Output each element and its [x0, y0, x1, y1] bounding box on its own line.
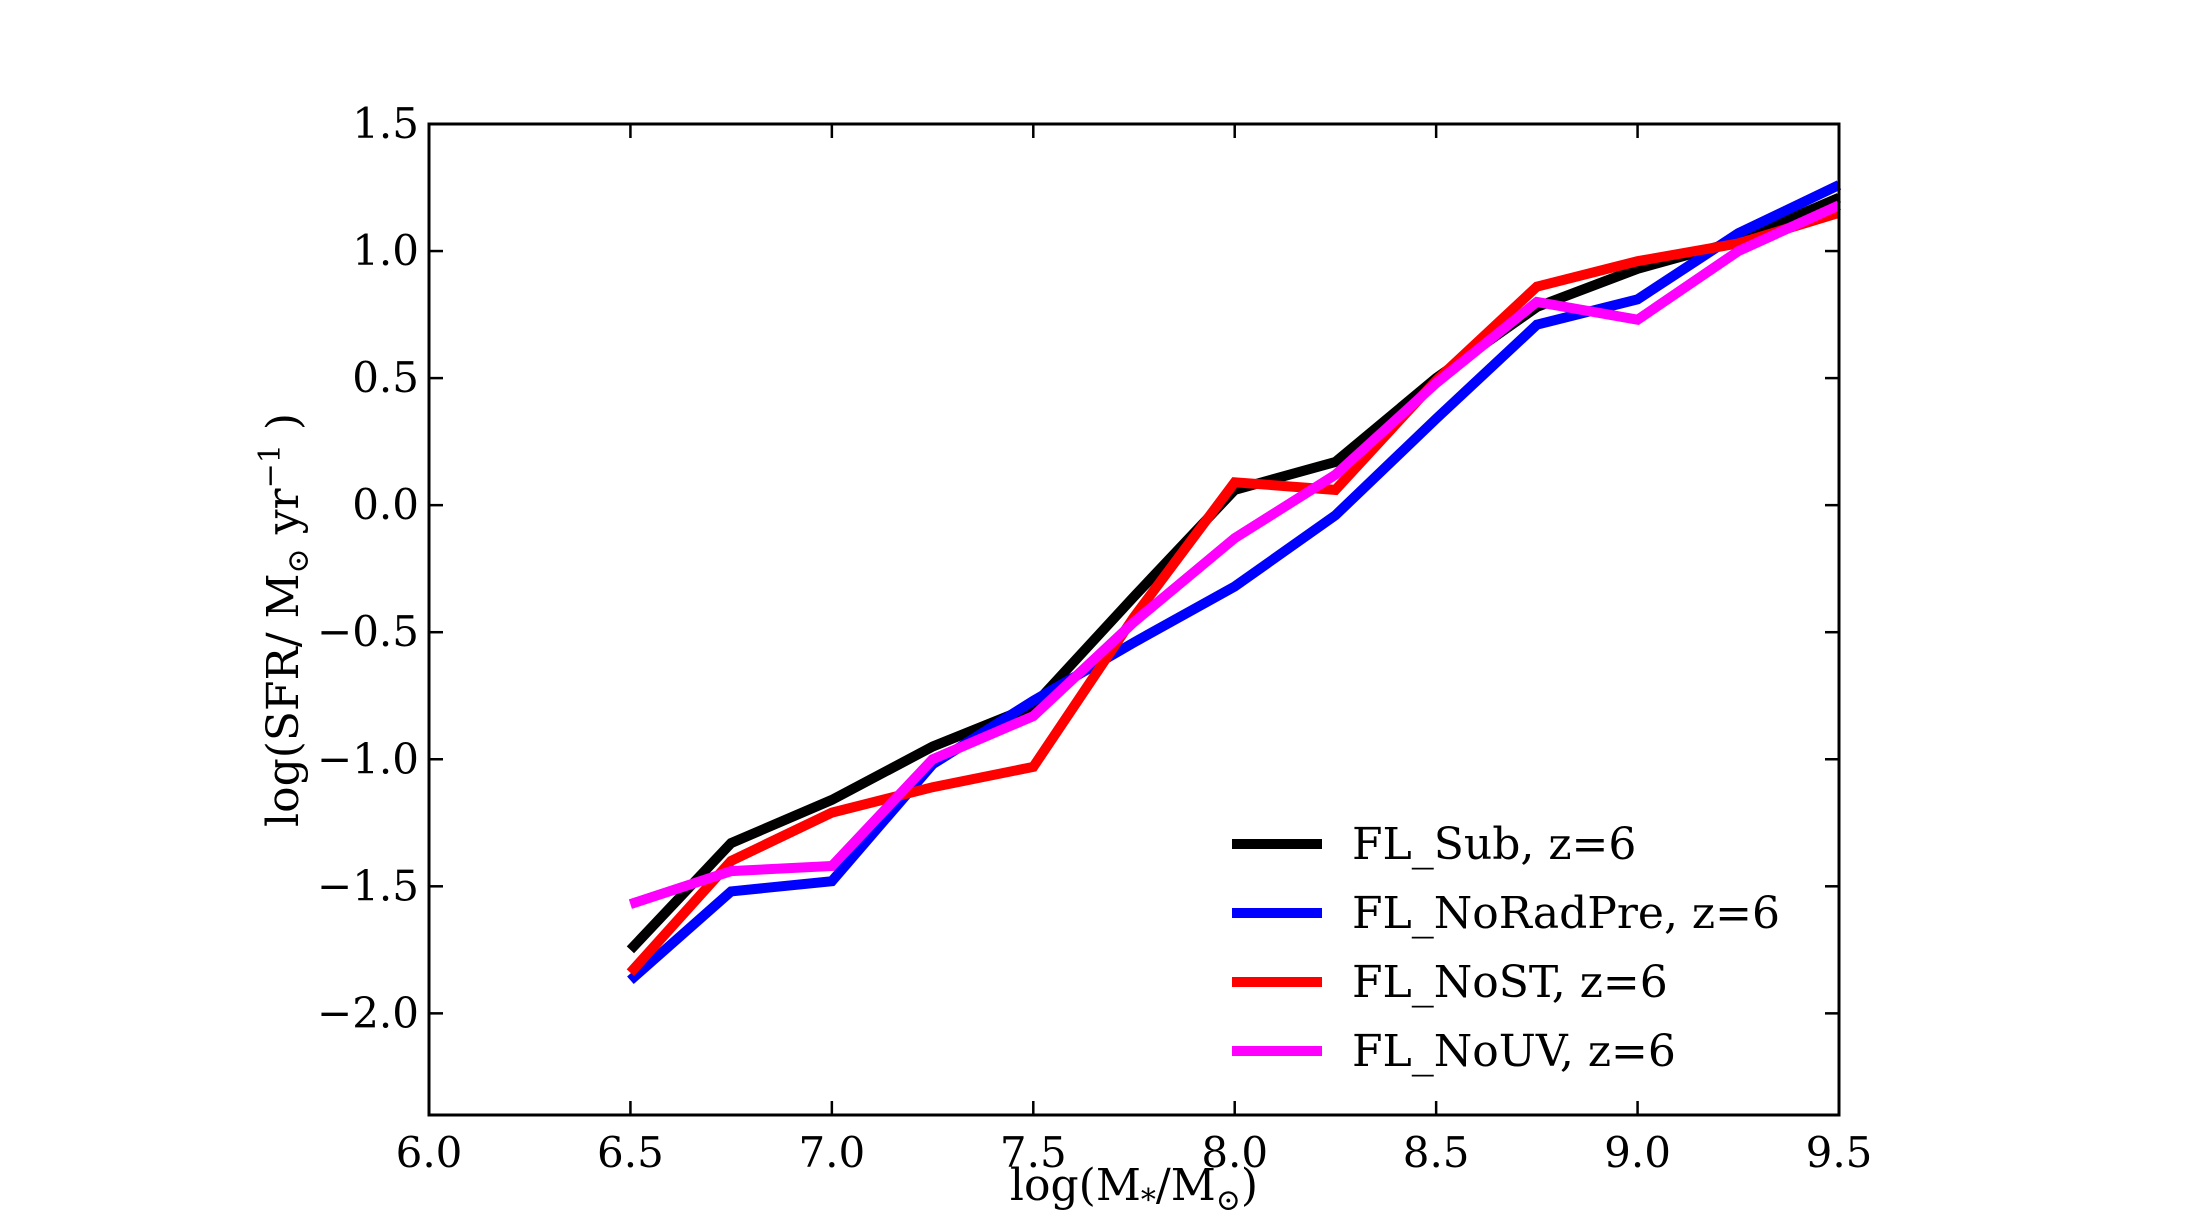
x-axis-ticks: 6.0 6.5 7.0 7.5 8.0 8.5 9.0 9.5 — [396, 124, 1873, 1177]
y-tick-label: −1.5 — [317, 861, 419, 910]
plot-frame — [427, 122, 1841, 1117]
x-tick-label: 6.0 — [396, 1128, 463, 1177]
y-tick-label: 1.5 — [352, 99, 419, 148]
y-tick-label: −2.0 — [317, 988, 419, 1037]
x-tick-label: 6.5 — [597, 1128, 664, 1177]
x-tick-label: 8.5 — [1403, 1128, 1470, 1177]
x-tick-label: 7.5 — [1000, 1128, 1067, 1177]
series-line-1 — [627, 180, 1842, 985]
y-axis-ticks: 1.5 1.0 0.5 0.0 −0.5 −1.0 −1.5 −2.0 — [317, 99, 1839, 1037]
y-axis-label: log(SFR/ M⊙ yr−1 ) — [253, 413, 316, 827]
legend-label-0: FL_Sub, z=6 — [1352, 819, 1636, 870]
series-group — [626, 180, 1842, 985]
legend-label-1: FL_NoRadPre, z=6 — [1352, 888, 1780, 939]
legend: FL_Sub, z=6 FL_NoRadPre, z=6 FL_NoST, z=6 F… — [1232, 819, 1780, 1077]
y-tick-label: 1.0 — [352, 226, 419, 275]
y-tick-label: −0.5 — [317, 607, 419, 656]
x-tick-label: 8.0 — [1201, 1128, 1268, 1177]
series-line-2 — [626, 208, 1841, 977]
x-tick-label: 7.0 — [798, 1128, 865, 1177]
x-tick-label: 9.0 — [1604, 1128, 1671, 1177]
legend-label-2: FL_NoST, z=6 — [1352, 957, 1668, 1008]
y-tick-label: 0.0 — [352, 480, 419, 529]
x-axis-label: log(M*/M⊙) — [1010, 1160, 1258, 1218]
x-tick-label: 9.5 — [1806, 1128, 1873, 1177]
y-tick-label: −1.0 — [317, 734, 419, 783]
y-tick-label: 0.5 — [352, 353, 419, 402]
series-line-3 — [628, 200, 1842, 909]
legend-label-3: FL_NoUV, z=6 — [1352, 1026, 1676, 1077]
